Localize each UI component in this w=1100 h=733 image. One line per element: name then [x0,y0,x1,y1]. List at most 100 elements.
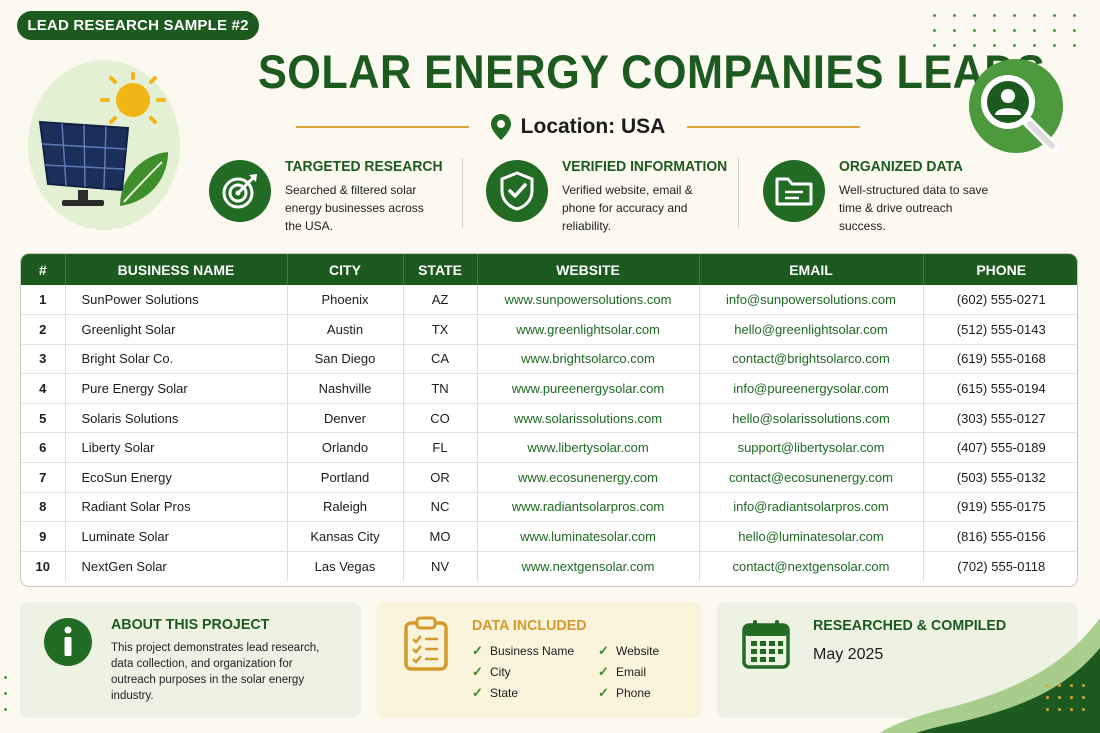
cell-website[interactable]: www.nextgensolar.com [477,551,700,581]
folder-icon [763,160,825,222]
cell-email[interactable]: contact@ecosunenergy.com [699,462,924,493]
cell-city: Kansas City [287,521,404,552]
cell-phone: (919) 555-0175 [923,492,1077,523]
about-description: This project demonstrates lead research,… [111,642,320,702]
cell-phone: (512) 555-0143 [923,314,1077,345]
cell-city: Portland [287,462,404,493]
cell-email[interactable]: contact@nextgensolar.com [699,551,924,581]
cell-state: TN [403,373,478,404]
cell-state: MO [403,521,478,552]
header-website: WEBSITE [477,254,700,285]
dot-pattern-bottom-right [1046,684,1094,720]
cell-business-name: Solaris Solutions [65,403,288,434]
decorative-dot [993,14,996,17]
location-row: Location: USA [296,112,861,142]
solar-panel-icon [38,120,130,206]
cell-website[interactable]: www.brightsolarco.com [477,344,700,375]
cell-state: TX [403,314,478,345]
decorative-dot [1013,29,1016,32]
header-email: EMAIL [699,254,924,285]
cell-city: Orlando [287,432,404,464]
check-list-item: ✓ Email [598,663,647,679]
feature-divider [738,158,739,228]
decorative-dot [1082,696,1085,699]
cell-email[interactable]: hello@luminatesolar.com [699,521,924,552]
cell-email[interactable]: info@radiantsolarpros.com [699,492,924,523]
cell-email[interactable]: support@libertysolar.com [699,432,924,464]
cell-row-number: 7 [21,462,66,493]
check-list-item: ✓ City [472,663,511,679]
dot-pattern-top-right [933,14,1093,59]
decorative-dot [1053,44,1056,47]
cell-phone: (407) 555-0189 [923,432,1077,464]
divider-line [296,126,469,128]
cell-email[interactable]: hello@greenlightsolar.com [699,314,924,345]
cell-phone: (602) 555-0271 [923,285,1077,316]
cell-city: Las Vegas [287,551,404,581]
decorative-dot [1046,684,1049,687]
feature-verified-information: VERIFIED INFORMATION Verified website, e… [486,158,728,238]
cell-website[interactable]: www.ecosunenergy.com [477,462,700,493]
cell-website[interactable]: www.luminatesolar.com [477,521,700,552]
table-row: 2 Greenlight Solar Austin TX www.greenlights… [21,314,1077,345]
cell-email[interactable]: info@sunpowersolutions.com [699,285,924,316]
decorative-dot [933,29,936,32]
decorative-dot [4,692,7,695]
table-row: 1 SunPower Solutions Phoenix AZ www.sunpower… [21,285,1077,316]
feature-title: VERIFIED INFORMATION [562,159,728,175]
feature-targeted-research: TARGETED RESEARCH Searched & filtered so… [209,158,449,238]
table-row: 4 Pure Energy Solar Nashville TN www.pureene… [21,373,1077,404]
decorative-dot [1058,708,1061,711]
table-row: 10 NextGen Solar Las Vegas NV www.nextgensol… [21,551,1077,581]
cell-row-number: 3 [21,344,66,375]
cell-business-name: Liberty Solar [65,432,288,464]
check-icon: ✓ [598,684,609,700]
cell-website[interactable]: www.greenlightsolar.com [477,314,700,345]
decorative-dot [1082,708,1085,711]
cell-phone: (816) 555-0156 [923,521,1077,552]
header-city: CITY [287,254,404,285]
info-icon [44,618,92,666]
location-pin-icon [490,114,511,140]
check-icon: ✓ [472,684,483,700]
decorative-dot [973,44,976,47]
cell-state: CO [403,403,478,434]
table-row: 8 Radiant Solar Pros Raleigh NC www.radiants… [21,492,1077,523]
cell-website[interactable]: www.radiantsolarpros.com [477,492,700,523]
solar-panel-illustration [38,72,168,206]
data-included-card: DATA INCLUDED ✓ Business Name ✓ City ✓ Stat… [376,602,702,718]
header-number: # [21,254,66,285]
cell-email[interactable]: contact@brightsolarco.com [699,344,924,375]
about-title: ABOUT THIS PROJECT [111,616,270,633]
cell-website[interactable]: www.libertysolar.com [477,432,700,464]
feature-description: Well-structured data to save time & driv… [839,183,989,233]
cell-state: OR [403,462,478,493]
cell-website[interactable]: www.pureenergysolar.com [477,373,700,404]
table-header-row: # BUSINESS NAME CITY STATE WEBSITE EMAIL… [21,254,1077,285]
cell-email[interactable]: info@pureenergysolar.com [699,373,924,404]
check-icon: ✓ [598,642,609,658]
table-row: 3 Bright Solar Co. San Diego CA www.brightso… [21,344,1077,375]
decorative-dot [1070,696,1073,699]
cell-row-number: 2 [21,314,66,345]
table-row: 6 Liberty Solar Orlando FL www.libertysolar.… [21,432,1077,464]
decorative-dot [1073,14,1076,17]
cell-phone: (303) 555-0127 [923,403,1077,434]
cell-email[interactable]: hello@solarissolutions.com [699,403,924,434]
cell-row-number: 1 [21,285,66,316]
cell-website[interactable]: www.sunpowersolutions.com [477,285,700,316]
cell-state: NC [403,492,478,523]
decorative-dot [1070,708,1073,711]
cell-website[interactable]: www.solarissolutions.com [477,403,700,434]
decorative-dot [973,14,976,17]
about-project-card: ABOUT THIS PROJECT This project demonstr… [20,602,361,718]
decorative-dot [1046,708,1049,711]
check-list-item: ✓ Website [598,642,660,658]
decorative-dot [1053,14,1056,17]
cell-business-name: Greenlight Solar [65,314,288,345]
data-included-title: DATA INCLUDED [472,617,587,634]
table-row: 5 Solaris Solutions Denver CO www.solarissol… [21,403,1077,434]
decorative-dot [933,14,936,17]
check-list-item: ✓ State [472,684,519,700]
cell-business-name: Bright Solar Co. [65,344,288,375]
